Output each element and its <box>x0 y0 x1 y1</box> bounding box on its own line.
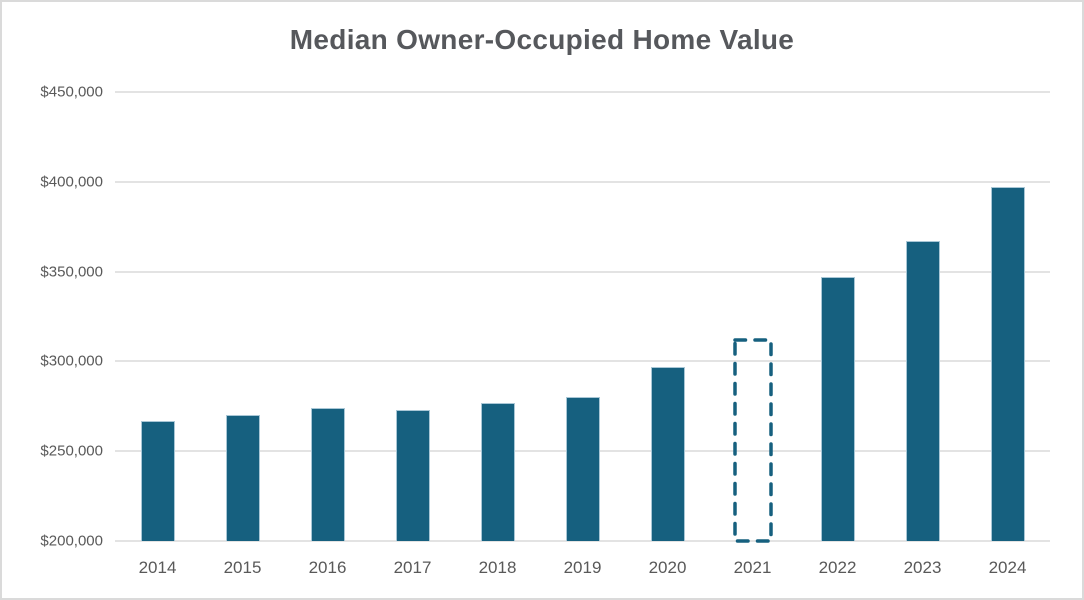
gridline <box>115 270 1050 273</box>
bar-2022 <box>820 277 855 541</box>
bar-slot <box>795 92 880 541</box>
bar-2019 <box>565 397 600 541</box>
x-axis-label-2021: 2021 <box>733 558 772 577</box>
x-axis-label-2022: 2022 <box>818 558 857 577</box>
x-axis: 2014 2015 2016 2017 2018 2019 2020 2021 2022 2023… <box>115 558 1050 578</box>
bar-slot <box>880 92 965 541</box>
bar-2014 <box>140 421 175 541</box>
x-axis-label-2016: 2016 <box>308 558 347 577</box>
x-axis-label-2023: 2023 <box>903 558 942 577</box>
bar-slot <box>625 92 710 541</box>
bar-slot <box>710 92 795 543</box>
gridline <box>115 540 1050 542</box>
projected-bar-2021 <box>732 338 773 543</box>
y-axis-tick-label: $300,000 <box>40 352 103 370</box>
bar-2016 <box>310 408 345 541</box>
bar-2023 <box>905 241 940 541</box>
bar-slot <box>370 92 455 541</box>
bar-slot <box>540 92 625 541</box>
y-axis-tick-label: $450,000 <box>40 83 103 101</box>
gridline <box>115 360 1050 363</box>
y-axis-tick-label: $400,000 <box>40 173 103 191</box>
bar-2015 <box>225 415 260 541</box>
x-axis-label-2024: 2024 <box>988 558 1027 577</box>
gridline <box>115 91 1050 93</box>
bar-slot <box>200 92 285 541</box>
bar-slot <box>285 92 370 541</box>
x-axis-label-2018: 2018 <box>478 558 517 577</box>
y-axis-tick-label: $350,000 <box>40 263 103 281</box>
y-axis-tick-label: $250,000 <box>40 442 103 460</box>
bar-slot <box>115 92 200 541</box>
x-axis-label-2020: 2020 <box>648 558 687 577</box>
x-axis-label-2015: 2015 <box>223 558 262 577</box>
bars-layer <box>115 92 1050 543</box>
bar-slot <box>455 92 540 541</box>
y-axis: $450,000 $400,000 $350,000 $300,000 $250,000… <box>2 84 103 550</box>
bar-2024 <box>990 187 1025 541</box>
bar-2017 <box>395 410 430 541</box>
x-axis-label-2017: 2017 <box>393 558 432 577</box>
x-axis-label-2014: 2014 <box>138 558 177 577</box>
x-axis-label-2019: 2019 <box>563 558 602 577</box>
bar-slot <box>965 92 1050 541</box>
bar-2018 <box>480 403 515 541</box>
gridline <box>115 180 1050 183</box>
y-axis-tick-label: $200,000 <box>40 532 103 550</box>
chart-title: Median Owner-Occupied Home Value <box>289 24 795 55</box>
bar-2020 <box>650 367 685 541</box>
